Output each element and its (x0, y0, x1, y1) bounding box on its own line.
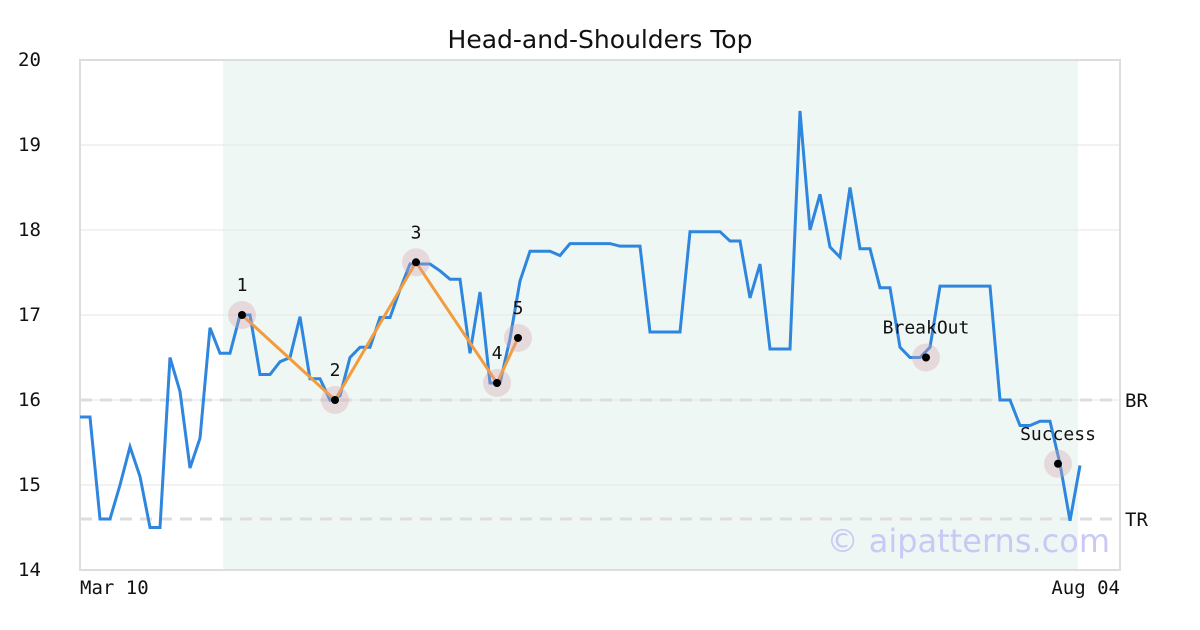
point-dot (331, 396, 339, 404)
y-tick-label: 18 (18, 219, 41, 241)
point-dot (1054, 459, 1062, 468)
point-label: 3 (411, 222, 422, 243)
y-tick-label: 14 (18, 559, 41, 581)
point-dot (514, 333, 522, 342)
y-tick-label: 19 (18, 134, 41, 156)
y-tick-label: 17 (18, 304, 41, 326)
y-tick-label: 20 (18, 49, 41, 71)
x-tick-label: Aug 04 (1051, 577, 1120, 599)
level-label: TR (1125, 509, 1148, 531)
point-label: 2 (330, 360, 341, 381)
point-label: 4 (492, 343, 503, 364)
point-label: Success (1020, 424, 1096, 445)
point-label: BreakOut (883, 318, 970, 339)
x-tick-label: Mar 10 (80, 577, 149, 599)
level-label: BR (1125, 390, 1148, 412)
point-dot (238, 311, 246, 319)
price-line (80, 110, 1082, 529)
point-dot (922, 353, 930, 362)
chart-title: Head-and-Shoulders Top (448, 25, 753, 54)
point-label: 5 (513, 298, 524, 319)
point-dot (493, 379, 501, 387)
plot-frame (79, 59, 1121, 571)
y-tick-label: 15 (18, 474, 41, 496)
y-tick-label: 16 (18, 389, 41, 411)
point-label: 1 (237, 275, 248, 296)
watermark: © aipatterns.com (827, 522, 1110, 560)
point-dot (412, 258, 420, 267)
